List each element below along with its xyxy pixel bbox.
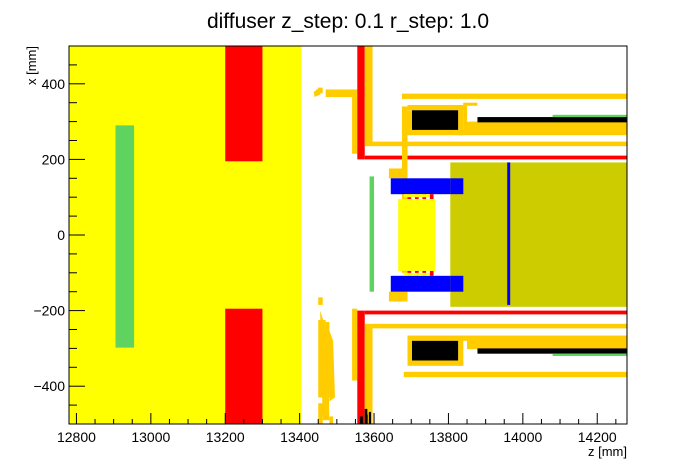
material-region-gold: [403, 371, 627, 378]
x-axis: 12800 13000 13200 13400 13600 13800 14000 14200: [57, 413, 617, 445]
material-region-red: [357, 46, 365, 160]
material-region-red: [364, 310, 627, 315]
material-region-green: [115, 125, 135, 348]
x-axis-label: z [mm]: [588, 444, 627, 459]
material-region-gold: [463, 105, 468, 133]
material-region-gold: [458, 104, 464, 136]
material-region-gold: [318, 403, 323, 424]
x-tick-label: 13600: [355, 429, 394, 445]
material-region-yellow: [69, 46, 302, 424]
material-region-gold: [407, 110, 412, 130]
material-region-red: [357, 310, 365, 424]
material-region-black: [477, 348, 627, 354]
material-shape-gold: [313, 87, 321, 98]
material-region-gold: [463, 102, 478, 106]
material-region-olive: [450, 162, 627, 307]
material-region-gold: [364, 323, 373, 424]
material-region-green: [552, 114, 627, 118]
x-tick-label: 13800: [429, 429, 468, 445]
x-tick-label: 12800: [57, 429, 96, 445]
material-region-red: [225, 46, 263, 162]
material-region-gold: [388, 168, 408, 179]
plot-area: [69, 46, 627, 424]
material-region-blue: [450, 178, 464, 195]
x-tick-label: 14200: [578, 429, 617, 445]
material-shape-gold: [320, 310, 330, 421]
y-axis-label: x [mm]: [24, 46, 39, 85]
material-region-green: [369, 176, 375, 292]
material-region-yellow: [403, 194, 430, 198]
material-region-gold: [407, 129, 627, 136]
material-region-gold: [407, 360, 464, 366]
material-region-gold: [407, 335, 627, 341]
material-region-gold: [463, 132, 478, 134]
material-region-blue: [507, 162, 511, 305]
y-tick-label: −200: [33, 303, 65, 319]
y-tick-label: −400: [33, 378, 65, 394]
material-shape-gold: [327, 325, 335, 402]
y-axis: 400 200 0 −200 −400: [33, 45, 85, 425]
material-region-black: [411, 340, 459, 361]
material-region-gold: [388, 291, 408, 302]
material-region-black: [477, 117, 627, 123]
material-region-green: [552, 353, 627, 356]
material-region-red: [364, 155, 627, 160]
material-region-gold: [407, 104, 464, 111]
material-region-red: [225, 308, 263, 424]
material-region-gold: [467, 338, 627, 350]
material-region-black: [411, 110, 459, 130]
x-tick-label: 14000: [503, 429, 542, 445]
material-region-black: [359, 416, 363, 424]
material-region-black: [365, 414, 368, 424]
material-region-gold: [318, 297, 323, 305]
material-region-yellow: [403, 272, 430, 276]
material-region-gold: [352, 308, 358, 381]
y-tick-label: 0: [57, 227, 65, 243]
material-region-gold: [364, 46, 373, 147]
material-region-gold: [325, 89, 356, 98]
y-tick-label: 400: [42, 76, 66, 92]
material-region-gold: [401, 93, 627, 99]
material-region-red: [429, 194, 434, 200]
material-region-black: [368, 411, 372, 424]
material-region-yellow: [398, 199, 436, 271]
material-region-gold: [467, 121, 627, 133]
material-region-gold: [318, 87, 323, 94]
y-tick-label: 200: [42, 151, 66, 167]
x-tick-label: 13000: [131, 429, 170, 445]
material-region-gold: [352, 89, 358, 154]
material-region-gold: [372, 141, 627, 147]
material-region-gold: [407, 340, 412, 361]
material-region-blue: [450, 275, 464, 292]
material-region-gold: [458, 335, 464, 366]
x-tick-label: 13400: [280, 429, 319, 445]
x-tick-label: 13200: [206, 429, 245, 445]
material-region-gold: [329, 416, 334, 424]
chart-title: diffuser z_step: 0.1 r_step: 1.0: [207, 10, 489, 33]
material-region-red: [429, 270, 434, 276]
material-region-gold: [372, 323, 627, 329]
material-region-blue: [390, 275, 464, 292]
material-region-blue: [390, 178, 464, 195]
